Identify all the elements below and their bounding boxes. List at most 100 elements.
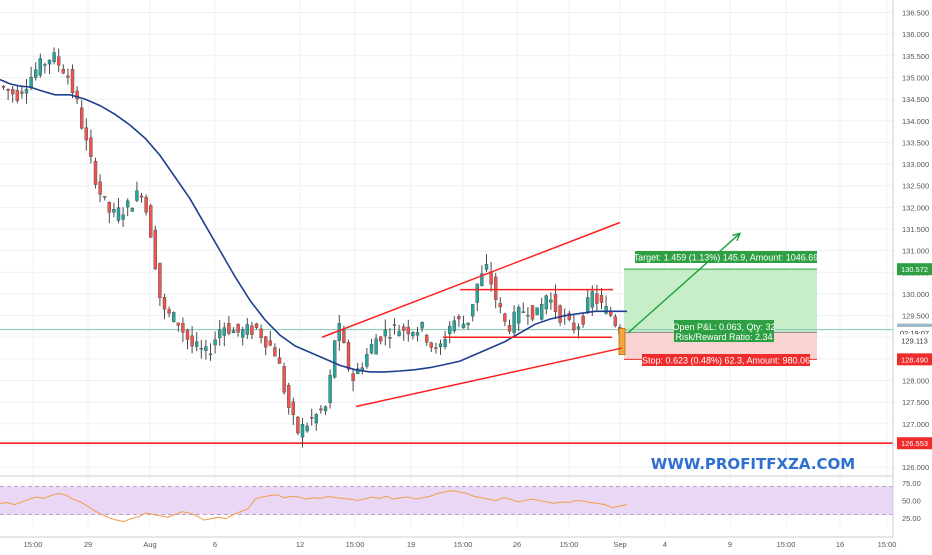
candle-body (544, 295, 548, 310)
candle-body (498, 303, 502, 308)
candle-body (135, 190, 139, 201)
candle-body (406, 326, 410, 335)
candle-body (471, 304, 475, 317)
candle-body (517, 307, 521, 324)
candle-body (388, 337, 392, 339)
open-pnl-box (674, 320, 774, 342)
candle-body (34, 69, 38, 78)
candle-body (314, 414, 318, 424)
candle-body (328, 374, 332, 404)
candle-body (323, 406, 328, 412)
price-tag-box (897, 353, 932, 366)
candle-body (287, 385, 291, 408)
candle-body (190, 335, 194, 347)
candle-body (452, 320, 456, 332)
time-tick-label: 29 (84, 540, 92, 549)
price-axis: 136.500 136.000 135.500 135.000 134.500 134.0… (892, 0, 932, 550)
current-candle (618, 328, 626, 355)
candle-body (84, 127, 89, 141)
price-tick-label: 134.500 (902, 95, 929, 104)
position-labels: Target: 1.459 (1.13%) 145.9, Amount: 104… (634, 251, 818, 366)
candle-body (540, 304, 544, 320)
candle-body (346, 342, 351, 370)
price-tag-box (897, 263, 932, 276)
candle-body (590, 291, 594, 308)
rsi-band (0, 486, 893, 515)
candle-body (185, 329, 190, 340)
candle-body (480, 273, 484, 286)
candle-body (222, 327, 227, 336)
candle-body (457, 316, 461, 320)
time-axis: 15:00 29 Aug 6 12 15:00 19 15:00 26 15:00 Sep 4 9 15:… (0, 536, 896, 549)
price-tick-label: 127.000 (902, 420, 929, 429)
candle-body (420, 322, 424, 329)
candle-body (503, 313, 507, 322)
candle-body (70, 69, 75, 93)
candle-body (121, 214, 125, 220)
candle-body (171, 312, 176, 323)
candle-body (38, 58, 42, 76)
candle-body (379, 336, 383, 342)
candle-body (425, 335, 429, 343)
price-tick-label: 127.500 (902, 398, 929, 407)
candle-body (1, 86, 6, 88)
candle-body (333, 340, 337, 378)
time-tick-label: 12 (296, 540, 304, 549)
candle-body (337, 323, 341, 342)
price-tick-label: 131.500 (902, 225, 929, 234)
candle-body (153, 229, 158, 270)
candle-body (526, 314, 530, 317)
time-tick-label: Aug (143, 540, 156, 549)
candle-body (595, 293, 599, 304)
trendline-channel-lower[interactable] (355, 347, 623, 408)
candle-body (535, 307, 539, 316)
candle-body (199, 348, 204, 350)
grid (0, 0, 893, 527)
candle-body (20, 91, 24, 94)
candle-body (231, 330, 236, 334)
candle-body (438, 343, 443, 348)
projection-arrow-head[interactable] (732, 232, 742, 241)
candle-body (351, 373, 355, 381)
candle-body (240, 329, 245, 338)
candle-body (310, 417, 314, 419)
trendlines[interactable] (321, 221, 742, 408)
stop-label: Stop: 0.623 (0.48%) 62.3, Amount: 980.06 (642, 356, 810, 366)
price-tick-label: 136.500 (902, 9, 929, 18)
candle-body (475, 283, 479, 303)
candle-body (10, 88, 15, 95)
candle-body (558, 305, 562, 323)
candle-body (57, 56, 61, 66)
price-tick-label: 128.000 (902, 377, 929, 386)
candle-body (245, 324, 250, 335)
candle-body (24, 88, 29, 94)
candle-body (107, 202, 112, 213)
candle-body (273, 347, 277, 357)
price-tick-label: 135.500 (902, 52, 929, 61)
candle-body (112, 209, 116, 213)
time-tick-label: 15:00 (454, 540, 473, 549)
candle-body (236, 323, 240, 333)
candle-body (392, 324, 397, 326)
price-tag-label: 02:19:07 (900, 329, 929, 338)
projection-arrow[interactable] (627, 232, 741, 334)
candle-body (144, 196, 148, 213)
watermark: WWW.PROFITFXZA.COM (651, 455, 855, 473)
time-tick-label: 15:00 (777, 540, 796, 549)
risk-reward-label: Risk/Reward Ratio: 2.34 (675, 332, 772, 342)
time-tick-label: 15:00 (24, 540, 43, 549)
time-tick-label: 19 (407, 540, 415, 549)
candle-body (521, 311, 525, 313)
candle-body (296, 416, 300, 434)
trendline-channel-upper[interactable] (321, 221, 621, 338)
candle-body (305, 425, 309, 432)
candle-body (204, 346, 208, 351)
rsi-tick-label: 50.00 (902, 497, 921, 506)
candle-body (576, 326, 581, 329)
candle-body (227, 323, 231, 334)
candle-body (89, 137, 93, 157)
candle-body (553, 293, 558, 313)
candle-body (93, 161, 98, 185)
candle-body (567, 312, 571, 320)
